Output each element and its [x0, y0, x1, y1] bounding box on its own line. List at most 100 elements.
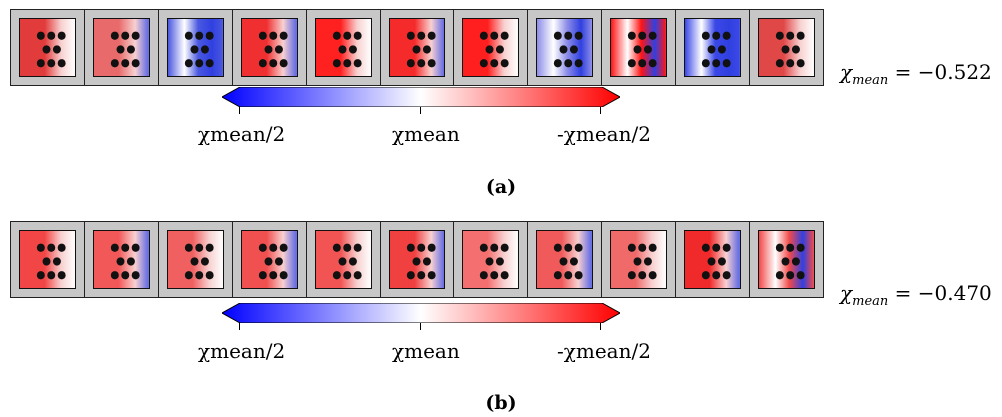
- obstacle-dot: [490, 31, 499, 40]
- panel-a-cell: [158, 10, 233, 85]
- obstacle-dot: [564, 271, 573, 280]
- panel-b-tick-right: [600, 323, 601, 330]
- obstacle-dot: [195, 271, 204, 280]
- obstacle-dot: [490, 243, 499, 252]
- obstacle-dot: [501, 31, 510, 40]
- obstacle-dot: [205, 271, 214, 280]
- obstacle-dot: [559, 45, 568, 54]
- obstacle-dot: [195, 59, 204, 68]
- obstacle-dot: [570, 45, 579, 54]
- obstacle-dot: [57, 59, 66, 68]
- obstacle-dot: [52, 45, 61, 54]
- obstacle-dot: [121, 243, 130, 252]
- obstacle-dot: [485, 45, 494, 54]
- obstacle-dot: [274, 45, 283, 54]
- obstacle-dot: [786, 31, 795, 40]
- panel-b-cell: [158, 222, 233, 297]
- obstacle-dot: [490, 271, 499, 280]
- obstacle-dot: [131, 59, 140, 68]
- obstacle-dot: [412, 45, 421, 54]
- obstacle-dot: [781, 45, 790, 54]
- obstacle-dot: [712, 271, 721, 280]
- obstacle-dot: [496, 45, 505, 54]
- obstacle-dot: [570, 257, 579, 266]
- obstacle-dot: [268, 59, 277, 68]
- obstacle-dot: [628, 243, 637, 252]
- obstacle-dot: [422, 257, 431, 266]
- obstacle-dot: [796, 31, 805, 40]
- obstacle-dot: [200, 45, 209, 54]
- obstacle-dot: [427, 31, 436, 40]
- obstacle-dot: [786, 271, 795, 280]
- obstacle-dot: [36, 31, 45, 40]
- obstacle-dot: [110, 59, 119, 68]
- obstacle-dot: [332, 243, 341, 252]
- obstacle-dot: [554, 271, 563, 280]
- obstacle-dot: [195, 31, 204, 40]
- panel-b-strip: [10, 221, 824, 298]
- obstacle-dot: [485, 257, 494, 266]
- field-tile: [240, 18, 298, 77]
- obstacle-dot: [205, 243, 214, 252]
- obstacle-dot: [121, 59, 130, 68]
- obstacle-dot: [628, 59, 637, 68]
- obstacle-dot: [36, 59, 45, 68]
- obstacle-dot: [564, 31, 573, 40]
- panel-b-cell: [11, 222, 85, 297]
- obstacle-dot: [116, 257, 125, 266]
- field-tile: [462, 230, 520, 289]
- obstacle-dot: [36, 271, 45, 280]
- obstacle-dot: [575, 31, 583, 40]
- panel-b-tick-label-right: -χmean/2: [557, 339, 651, 363]
- obstacle-dot: [342, 31, 351, 40]
- obstacle-dot: [412, 257, 421, 266]
- obstacle-dot: [638, 271, 647, 280]
- obstacle-dot: [416, 271, 425, 280]
- field-tile: [536, 230, 594, 289]
- obstacle-dot: [195, 243, 204, 252]
- obstacle-dot: [205, 31, 214, 40]
- obstacle-dot: [342, 243, 351, 252]
- obstacle-dot: [644, 45, 653, 54]
- panel-b-chi-mean-label: χmean = −0.470: [840, 281, 992, 309]
- obstacle-dot: [564, 59, 573, 68]
- obstacle-dot: [427, 271, 436, 280]
- panel-a-cell: [306, 10, 381, 85]
- obstacle-dot: [702, 243, 710, 252]
- obstacle-dot: [279, 31, 288, 40]
- obstacle-dot: [42, 45, 51, 54]
- obstacle-dot: [796, 271, 805, 280]
- obstacle-dot: [718, 45, 727, 54]
- field-tile: [758, 230, 815, 289]
- obstacle-dot: [501, 243, 510, 252]
- obstacle-dot: [575, 59, 583, 68]
- panel-a-tick-right: [600, 107, 601, 114]
- panel-b-cell: [528, 222, 603, 297]
- panel-a-tick-left: [239, 107, 240, 114]
- obstacle-dot: [490, 59, 499, 68]
- field-tile: [610, 230, 668, 289]
- obstacle-dot: [416, 31, 425, 40]
- obstacle-dot: [718, 257, 727, 266]
- obstacle-dot: [416, 243, 425, 252]
- field-tile: [684, 18, 742, 77]
- obstacle-dot: [110, 271, 119, 280]
- panel-b-cell: [454, 222, 529, 297]
- obstacle-dot: [427, 243, 436, 252]
- panel-a-cell: [11, 10, 85, 85]
- obstacle-dot: [496, 257, 505, 266]
- field-tile: [166, 18, 224, 77]
- obstacle-dot: [268, 271, 277, 280]
- panel-a-cell: [676, 10, 751, 85]
- obstacle-dot: [786, 243, 795, 252]
- panel-b-cell: [676, 222, 751, 297]
- field-tile: [92, 230, 150, 289]
- panel-a-caption: (a): [485, 176, 517, 198]
- panel-b-tick-label-mid: χmean: [392, 339, 460, 363]
- obstacle-dot: [786, 59, 795, 68]
- obstacle-dot: [258, 271, 267, 280]
- obstacle-dot: [116, 45, 125, 54]
- obstacle-dot: [264, 257, 273, 266]
- obstacle-dot: [480, 59, 489, 68]
- panel-b-cell: [306, 222, 381, 297]
